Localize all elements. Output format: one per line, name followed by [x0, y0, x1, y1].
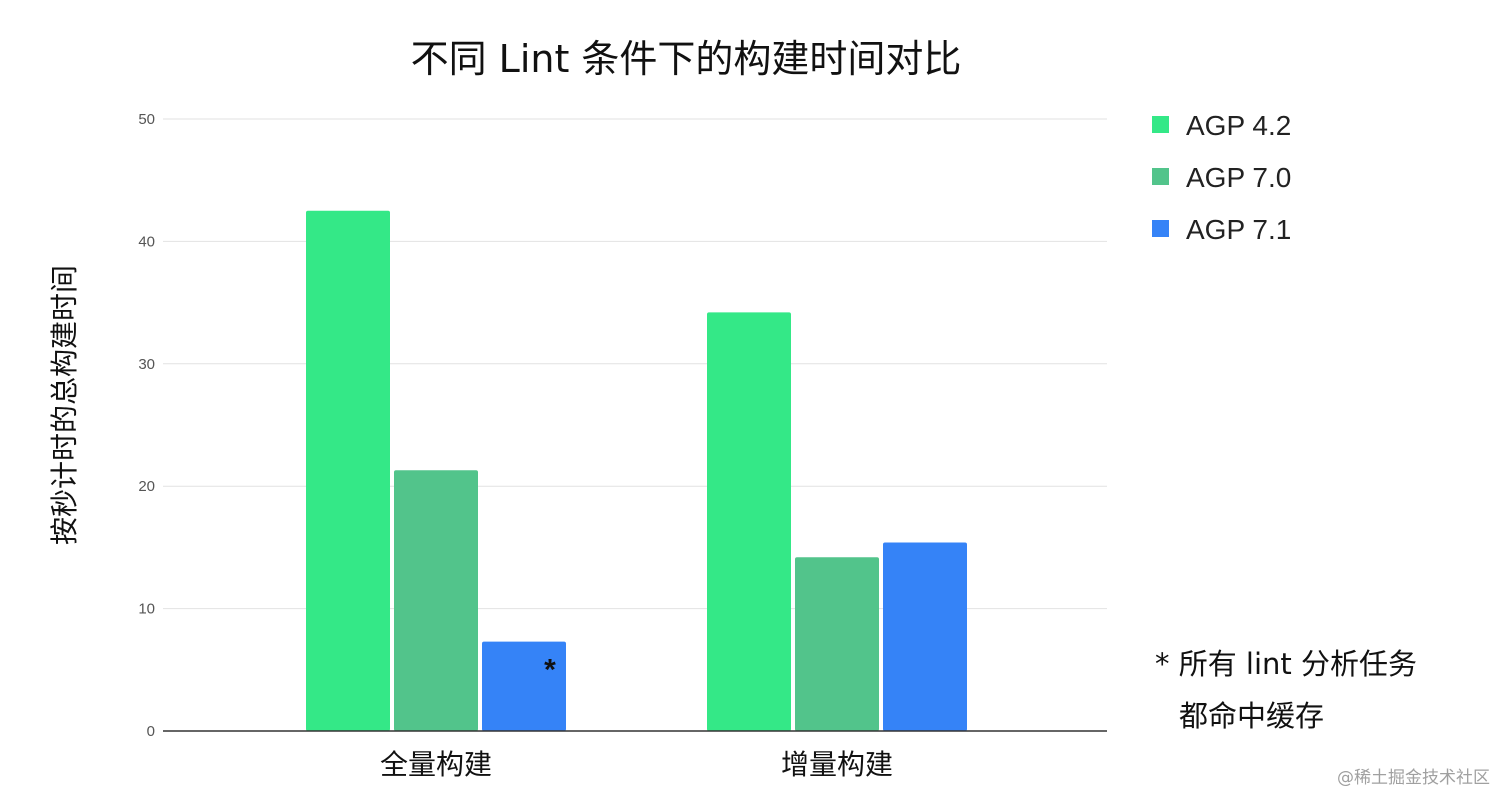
y-tick-label: 50 [138, 111, 155, 128]
watermark: @稀土掘金技术社区 [1337, 768, 1490, 788]
legend: AGP 4.2 AGP 7.0 AGP 7.1 [1152, 110, 1291, 245]
footnote-line-1: * 所有 lint 分析任务 [1155, 647, 1417, 681]
bar-agp-7.1-1 [883, 542, 967, 731]
bar-agp-4.2-0 [306, 210, 390, 732]
y-tick-label: 20 [138, 478, 155, 495]
y-axis-label: 按秒计时的总构建时间 [48, 265, 81, 545]
bar-agp-7.1-0 [482, 641, 566, 731]
y-tick-label: 30 [138, 356, 155, 373]
x-tick-label: 全量构建 [380, 748, 492, 781]
bars [306, 210, 967, 732]
legend-label: AGP 7.1 [1186, 214, 1291, 245]
bar-agp-4.2-1 [707, 312, 791, 731]
footnote-line-2: 都命中缓存 [1179, 699, 1324, 733]
legend-label: AGP 4.2 [1186, 110, 1291, 141]
legend-swatch [1152, 116, 1169, 133]
y-tick-label: 0 [147, 723, 155, 740]
chart-title: 不同 Lint 条件下的构建时间对比 [411, 37, 962, 81]
annotation-asterisk: * [544, 654, 556, 687]
x-tick-label: 增量构建 [781, 748, 893, 781]
y-tick-label: 40 [138, 233, 155, 250]
legend-swatch [1152, 220, 1169, 237]
bar-agp-7.0-1 [795, 557, 879, 731]
legend-swatch [1152, 168, 1169, 185]
y-tick-label: 10 [138, 601, 155, 618]
legend-label: AGP 7.0 [1186, 162, 1291, 193]
bar-agp-7.0-0 [394, 470, 478, 731]
y-axis-ticks: 0 10 20 30 40 50 [138, 111, 155, 740]
gridlines [163, 118, 1107, 610]
x-axis-ticks: 全量构建 增量构建 [380, 748, 893, 781]
